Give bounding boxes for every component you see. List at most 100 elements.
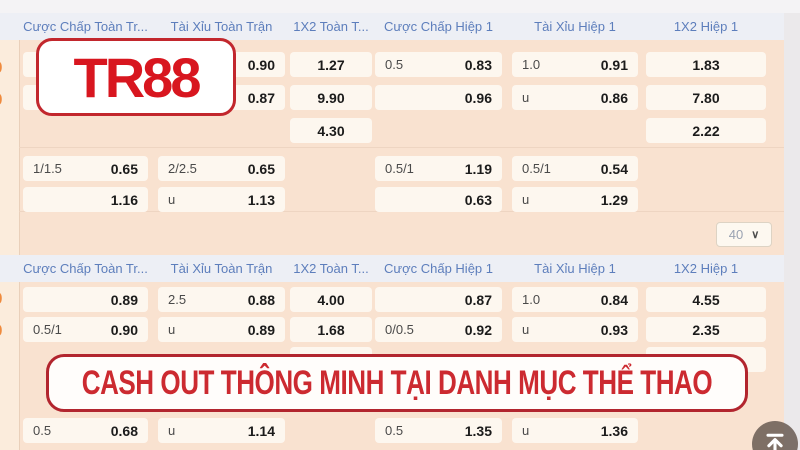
page-size-dropdown[interactable]: 40 ∨ — [716, 222, 772, 247]
odds-cell[interactable]: u 0.86 — [512, 85, 638, 110]
odds-value: 0.65 — [110, 160, 138, 177]
handicap-label: 0.5/1 — [33, 322, 62, 337]
arrow-up-to-line-icon — [766, 433, 784, 450]
odds-value: 0.88 — [247, 291, 275, 308]
column-header: 1X2 Toàn T... — [293, 19, 369, 34]
odds-value: 0.96 — [464, 89, 492, 106]
odds-value: 1.19 — [464, 160, 492, 177]
odds-cell[interactable]: 4.00 — [290, 287, 372, 312]
odds-value: 0.68 — [110, 422, 138, 439]
odds-value: 0.91 — [600, 56, 628, 73]
handicap-label: 0/0.5 — [385, 322, 414, 337]
handicap-label: 0.5 — [33, 423, 52, 438]
handicap-label: u — [168, 423, 176, 438]
odds-value: 1.14 — [247, 422, 275, 439]
odds-value: 1.36 — [600, 422, 628, 439]
odds-value: 1.16 — [110, 191, 138, 208]
column-header: Cược Chấp Hiệp 1 — [384, 19, 493, 34]
odds-value: 0.84 — [600, 291, 628, 308]
odds-cell[interactable]: u 1.29 — [512, 187, 638, 212]
handicap-label: u — [522, 423, 530, 438]
odds-cell[interactable]: 2.5 0.88 — [158, 287, 285, 312]
odds-cell[interactable]: 0.5 0.68 — [23, 418, 148, 443]
odds-cell[interactable]: 1.27 — [290, 52, 372, 77]
handicap-label: 1.0 — [522, 57, 541, 72]
odds-table-header-2 — [0, 255, 784, 282]
odds-table-header-1 — [0, 13, 784, 40]
handicap-label: 1/1.5 — [33, 161, 62, 176]
odds-value: 0.65 — [247, 160, 275, 177]
score-column — [0, 13, 20, 450]
odds-cell[interactable]: 0.5 1.35 — [375, 418, 502, 443]
odds-cell[interactable]: 1.0 0.84 — [512, 287, 638, 312]
score-digit: 0 — [0, 321, 9, 341]
odds-cell[interactable]: 0.5/1 0.90 — [23, 317, 148, 342]
odds-value: 9.90 — [317, 89, 345, 106]
odds-cell[interactable]: 1.16 — [23, 187, 148, 212]
odds-value: 0.90 — [247, 56, 275, 73]
odds-value: 1.83 — [692, 56, 720, 73]
odds-cell[interactable]: 2/2.5 0.65 — [158, 156, 285, 181]
odds-value: 0.63 — [464, 191, 492, 208]
odds-value: 7.80 — [692, 89, 720, 106]
handicap-label: u — [522, 322, 530, 337]
odds-value: 0.93 — [600, 321, 628, 338]
score-digit: 0 — [0, 58, 9, 78]
odds-cell[interactable]: 9.90 — [290, 85, 372, 110]
odds-value: 0.92 — [464, 321, 492, 338]
handicap-label: 0.5/1 — [522, 161, 551, 176]
odds-value: 4.30 — [317, 122, 345, 139]
handicap-label: 0.5 — [385, 423, 404, 438]
odds-cell[interactable]: u 1.13 — [158, 187, 285, 212]
column-header: Tài Xỉu Hiệp 1 — [534, 261, 616, 276]
odds-value: 2.22 — [692, 122, 720, 139]
handicap-label: 2/2.5 — [168, 161, 197, 176]
odds-cell[interactable]: 0.96 — [375, 85, 502, 110]
odds-cell[interactable]: u 1.36 — [512, 418, 638, 443]
handicap-label: u — [522, 192, 530, 207]
cashout-promo-text: CASH OUT THÔNG MINH TẠI DANH MỤC THỂ THA… — [81, 363, 713, 402]
column-header: Cược Chấp Toàn Tr... — [23, 19, 148, 34]
odds-cell[interactable]: 4.55 — [646, 287, 766, 312]
top-bar — [0, 0, 800, 13]
tr88-logo: TR88 — [36, 38, 236, 116]
odds-cell[interactable]: 1.0 0.91 — [512, 52, 638, 77]
odds-cell[interactable]: 0.5 0.83 — [375, 52, 502, 77]
odds-value: 0.86 — [600, 89, 628, 106]
odds-cell[interactable]: u 1.14 — [158, 418, 285, 443]
odds-value: 4.00 — [317, 291, 345, 308]
right-edge-panel — [784, 0, 800, 450]
odds-cell[interactable]: 2.22 — [646, 118, 766, 143]
odds-cell[interactable]: u 0.89 — [158, 317, 285, 342]
page-size-value: 40 — [728, 227, 744, 242]
row-divider — [19, 147, 784, 148]
odds-cell[interactable]: 1.83 — [646, 52, 766, 77]
handicap-label: 0.5/1 — [385, 161, 414, 176]
column-header: Tài Xỉu Toàn Trận — [170, 261, 273, 276]
odds-cell[interactable]: 4.30 — [290, 118, 372, 143]
odds-cell[interactable]: 0/0.5 0.92 — [375, 317, 502, 342]
score-digit: 0 — [0, 289, 9, 309]
tr88-logo-text: TR88 — [73, 45, 202, 109]
odds-cell[interactable]: 0.89 — [23, 287, 148, 312]
handicap-label: 2.5 — [168, 292, 187, 307]
handicap-label: u — [168, 322, 176, 337]
odds-cell[interactable]: 0.63 — [375, 187, 502, 212]
odds-value: 1.13 — [247, 191, 275, 208]
odds-cell[interactable]: 1/1.5 0.65 — [23, 156, 148, 181]
odds-cell[interactable]: 0.87 — [375, 287, 502, 312]
odds-cell[interactable]: 2.35 — [646, 317, 766, 342]
odds-cell[interactable]: 7.80 — [646, 85, 766, 110]
odds-cell[interactable]: u 0.93 — [512, 317, 638, 342]
odds-value: 0.89 — [110, 291, 138, 308]
odds-value: 0.83 — [464, 56, 492, 73]
odds-value: 4.55 — [692, 291, 720, 308]
odds-value: 0.90 — [110, 321, 138, 338]
odds-value: 0.87 — [464, 291, 492, 308]
odds-cell[interactable]: 0.5/1 0.54 — [512, 156, 638, 181]
odds-cell[interactable]: 0.5/1 1.19 — [375, 156, 502, 181]
odds-value: 1.35 — [464, 422, 492, 439]
column-header: Cược Chấp Hiệp 1 — [384, 261, 493, 276]
odds-cell[interactable]: 1.68 — [290, 317, 372, 342]
